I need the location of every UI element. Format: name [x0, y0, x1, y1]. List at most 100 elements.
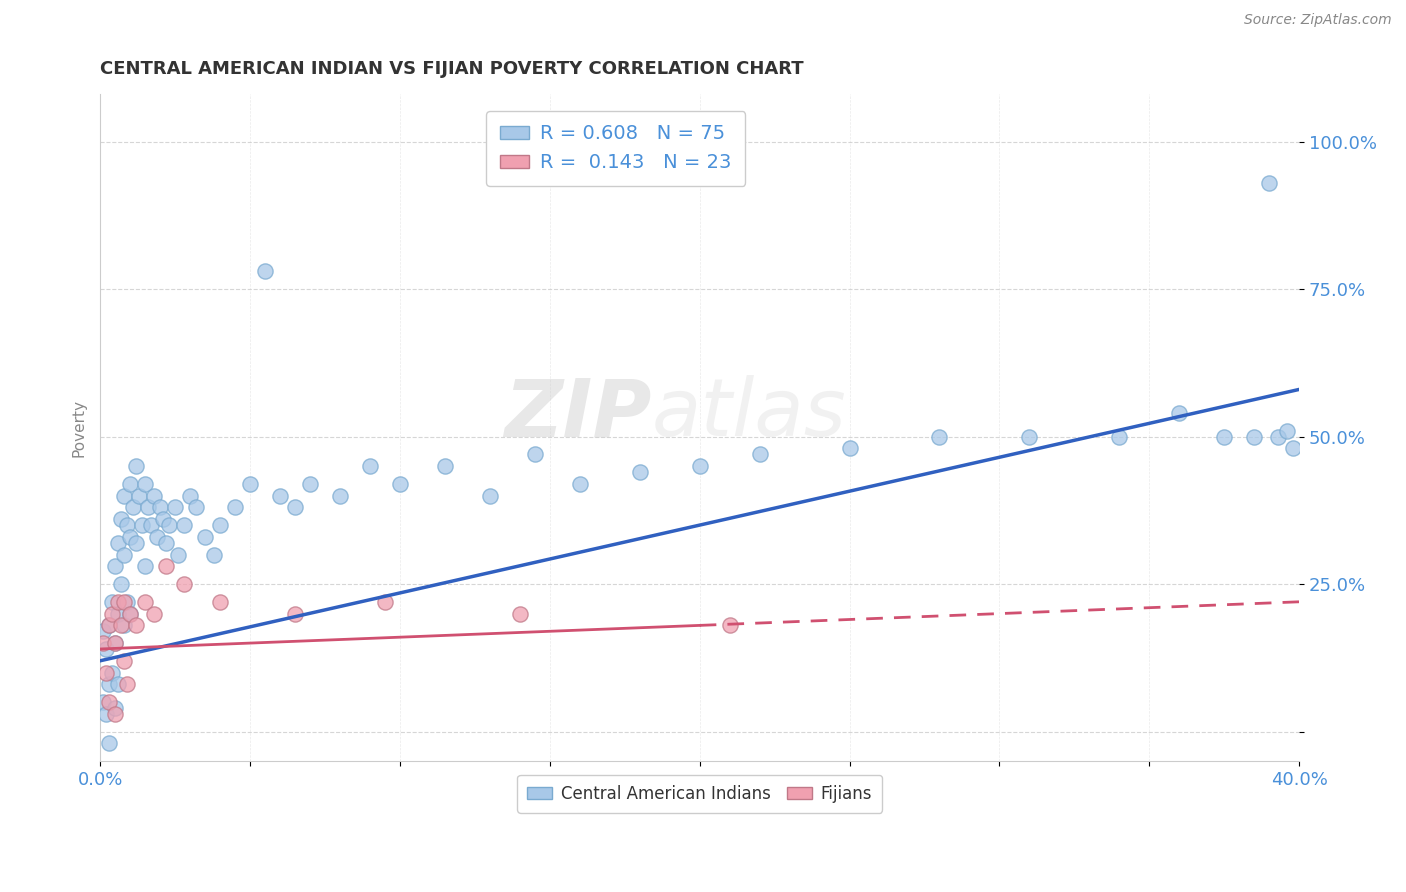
- Point: [104, 559, 127, 574]
- Point: [1168, 406, 1191, 420]
- Point: [110, 512, 132, 526]
- Point: [120, 607, 142, 621]
- Text: atlas: atlas: [652, 376, 846, 453]
- Point: [115, 677, 138, 691]
- Point: [101, 607, 124, 621]
- Point: [104, 636, 127, 650]
- Point: [194, 530, 217, 544]
- Point: [91, 636, 114, 650]
- Point: [107, 536, 129, 550]
- Point: [131, 518, 153, 533]
- Point: [139, 518, 162, 533]
- Point: [149, 500, 172, 515]
- Point: [91, 624, 114, 639]
- Point: [359, 459, 381, 474]
- Point: [112, 654, 135, 668]
- Point: [112, 489, 135, 503]
- Point: [1213, 429, 1236, 443]
- Point: [120, 607, 142, 621]
- Point: [98, 695, 121, 709]
- Text: ZIP: ZIP: [505, 376, 652, 453]
- Point: [1258, 176, 1281, 190]
- Point: [115, 518, 138, 533]
- Point: [478, 489, 501, 503]
- Point: [98, 677, 121, 691]
- Point: [718, 618, 741, 632]
- Point: [120, 530, 142, 544]
- Point: [101, 595, 124, 609]
- Point: [134, 476, 156, 491]
- Point: [134, 595, 156, 609]
- Point: [112, 618, 135, 632]
- Point: [269, 489, 291, 503]
- Point: [101, 665, 124, 680]
- Point: [155, 536, 177, 550]
- Point: [143, 607, 166, 621]
- Point: [1108, 429, 1130, 443]
- Point: [224, 500, 246, 515]
- Point: [689, 459, 711, 474]
- Point: [157, 518, 180, 533]
- Point: [134, 559, 156, 574]
- Point: [167, 548, 190, 562]
- Y-axis label: Poverty: Poverty: [72, 399, 86, 457]
- Point: [202, 548, 225, 562]
- Point: [208, 518, 231, 533]
- Point: [125, 618, 148, 632]
- Point: [1282, 442, 1305, 456]
- Point: [173, 518, 195, 533]
- Point: [98, 736, 121, 750]
- Point: [128, 489, 150, 503]
- Point: [125, 536, 148, 550]
- Point: [104, 636, 127, 650]
- Point: [98, 618, 121, 632]
- Point: [628, 465, 651, 479]
- Point: [146, 530, 169, 544]
- Point: [748, 447, 770, 461]
- Point: [173, 577, 195, 591]
- Point: [115, 595, 138, 609]
- Point: [94, 642, 117, 657]
- Point: [284, 500, 307, 515]
- Point: [284, 607, 307, 621]
- Point: [110, 577, 132, 591]
- Point: [239, 476, 262, 491]
- Text: CENTRAL AMERICAN INDIAN VS FIJIAN POVERTY CORRELATION CHART: CENTRAL AMERICAN INDIAN VS FIJIAN POVERT…: [100, 60, 804, 78]
- Point: [107, 607, 129, 621]
- Point: [110, 618, 132, 632]
- Point: [433, 459, 456, 474]
- Point: [568, 476, 591, 491]
- Point: [1243, 429, 1265, 443]
- Point: [112, 548, 135, 562]
- Point: [838, 442, 860, 456]
- Point: [120, 476, 142, 491]
- Point: [125, 459, 148, 474]
- Point: [104, 706, 127, 721]
- Point: [329, 489, 352, 503]
- Point: [208, 595, 231, 609]
- Point: [184, 500, 207, 515]
- Point: [152, 512, 174, 526]
- Point: [94, 706, 117, 721]
- Point: [388, 476, 411, 491]
- Point: [98, 618, 121, 632]
- Point: [179, 489, 201, 503]
- Point: [112, 595, 135, 609]
- Point: [165, 500, 187, 515]
- Point: [104, 701, 127, 715]
- Point: [107, 595, 129, 609]
- Point: [509, 607, 531, 621]
- Legend: Central American Indians, Fijians: Central American Indians, Fijians: [517, 775, 882, 813]
- Point: [374, 595, 396, 609]
- Point: [1277, 424, 1299, 438]
- Point: [298, 476, 321, 491]
- Point: [928, 429, 950, 443]
- Point: [1018, 429, 1040, 443]
- Point: [136, 500, 159, 515]
- Point: [253, 264, 276, 278]
- Point: [1267, 429, 1289, 443]
- Text: Source: ZipAtlas.com: Source: ZipAtlas.com: [1244, 13, 1392, 28]
- Point: [155, 559, 177, 574]
- Point: [91, 695, 114, 709]
- Point: [122, 500, 145, 515]
